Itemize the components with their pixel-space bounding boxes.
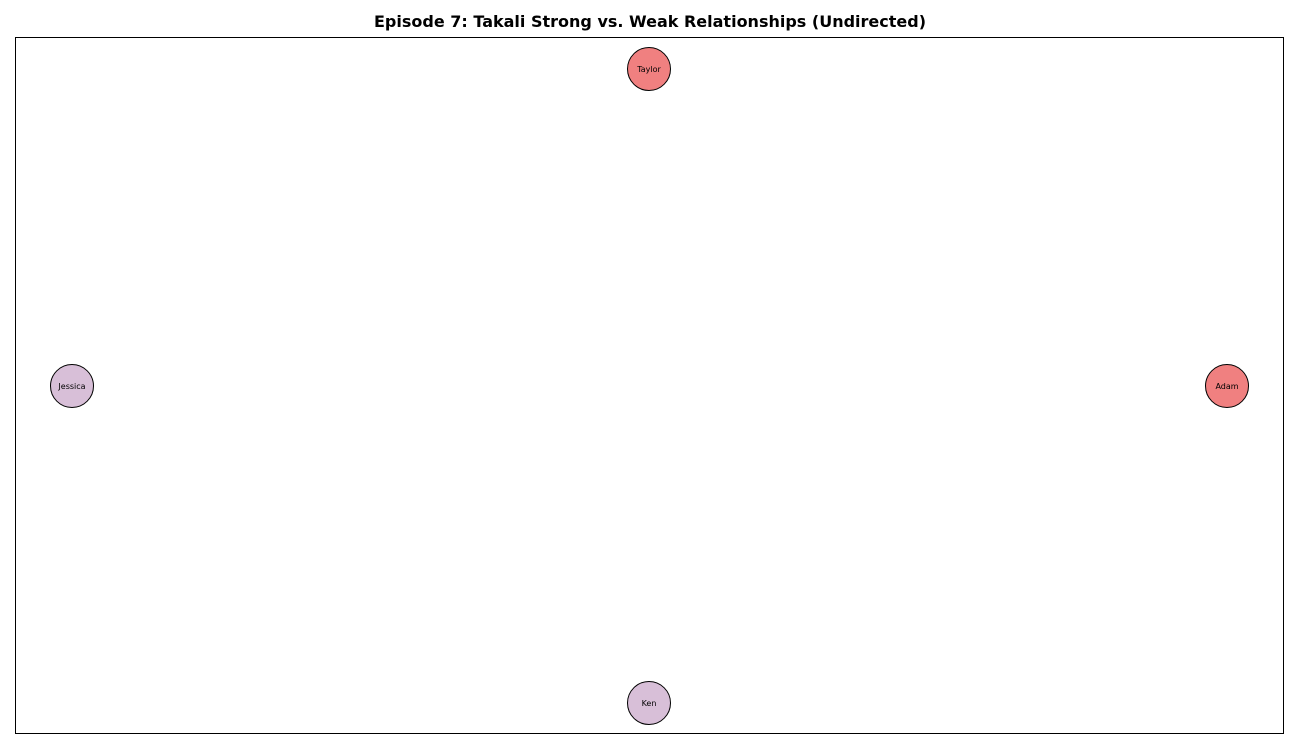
node-ken[interactable]: Ken bbox=[627, 681, 671, 725]
node-label-jessica: Jessica bbox=[58, 381, 86, 391]
node-taylor[interactable]: Taylor bbox=[627, 47, 671, 91]
node-jessica[interactable]: Jessica bbox=[50, 364, 94, 408]
node-label-adam: Adam bbox=[1215, 381, 1239, 391]
node-label-taylor: Taylor bbox=[637, 64, 661, 74]
figure-title: Episode 7: Takali Strong vs. Weak Relati… bbox=[373, 12, 927, 31]
node-adam[interactable]: Adam bbox=[1205, 364, 1249, 408]
plot-area bbox=[15, 37, 1284, 734]
node-label-ken: Ken bbox=[641, 698, 657, 708]
